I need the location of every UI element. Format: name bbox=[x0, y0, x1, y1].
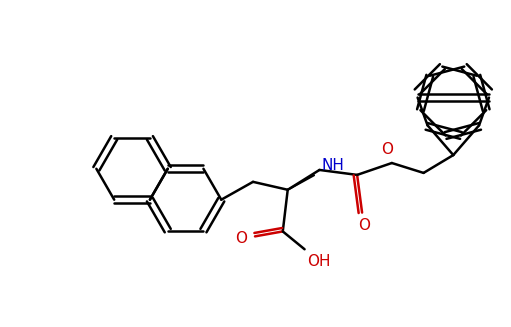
Text: OH: OH bbox=[308, 254, 331, 269]
Text: O: O bbox=[235, 231, 247, 246]
Text: O: O bbox=[358, 217, 370, 232]
Text: O: O bbox=[381, 142, 393, 157]
Text: NH: NH bbox=[321, 159, 344, 174]
